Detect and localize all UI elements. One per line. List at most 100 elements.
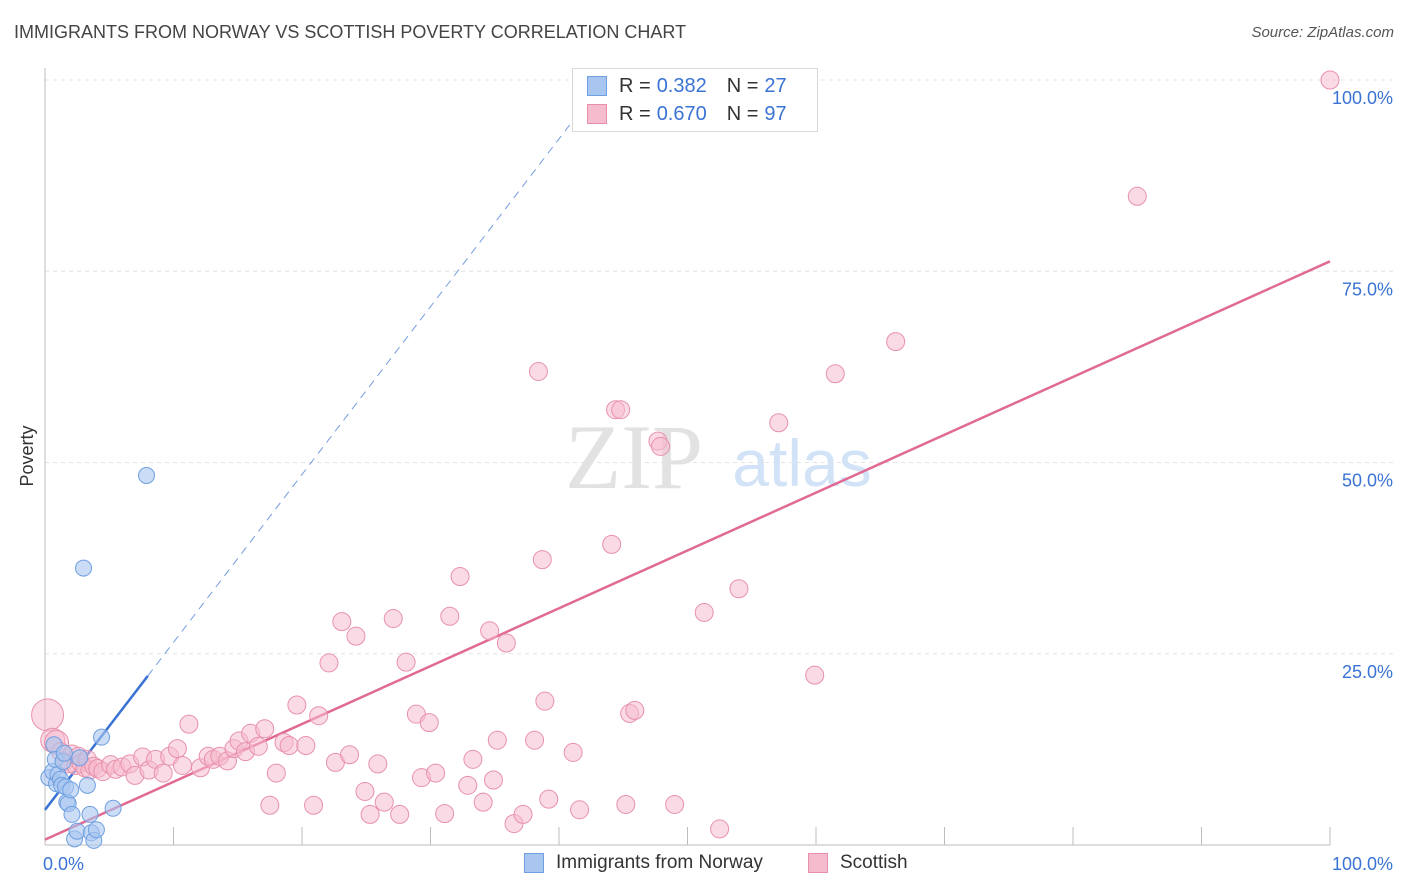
scottish-point <box>279 736 299 756</box>
legend-row-scottish: R = 0.670 N = 97 <box>587 101 787 127</box>
scottish-point <box>396 652 416 672</box>
scottish-point <box>346 626 366 646</box>
scottish-point <box>625 700 645 720</box>
scottish-point <box>480 621 500 641</box>
y-tick-label: 25.0% <box>1342 662 1393 682</box>
scottish-point <box>805 665 825 685</box>
norway-point <box>63 805 81 823</box>
scottish-point <box>602 534 622 554</box>
scottish-point <box>426 763 446 783</box>
scottish-point <box>513 804 533 824</box>
scottish-point <box>319 653 339 673</box>
y-tick-label: 75.0% <box>1342 279 1393 299</box>
scottish-point <box>440 606 460 626</box>
watermark: ZIP atlas <box>565 406 872 508</box>
scottish-point <box>332 612 352 632</box>
norway-point <box>93 728 111 746</box>
scottish-point <box>266 763 286 783</box>
scottish-point <box>487 730 507 750</box>
legend-item-scottish: Scottish <box>808 852 908 874</box>
r-label: R = <box>619 102 651 125</box>
source-label: Source: ZipAtlas.com <box>1251 24 1394 41</box>
scottish-point <box>611 400 631 420</box>
scottish-point <box>710 819 730 839</box>
scottish-point <box>528 361 548 381</box>
scottish-point <box>450 566 470 586</box>
norway-point <box>138 467 156 485</box>
x-tick-label: 0.0% <box>43 854 84 874</box>
norway-point <box>104 799 122 817</box>
scottish-point <box>532 550 552 570</box>
r-value: 0.670 <box>656 102 707 125</box>
norway-point <box>75 559 93 577</box>
scottish-point <box>1127 186 1147 206</box>
norway-legend-swatch <box>524 853 544 873</box>
scottish-point <box>886 332 906 352</box>
norway-swatch <box>587 76 607 96</box>
legend-item-norway: Immigrants from Norway <box>524 852 763 874</box>
norway-point <box>71 749 89 767</box>
legend-label-norway: Immigrants from Norway <box>556 852 763 873</box>
gridlines <box>45 79 1395 655</box>
scottish-point <box>496 633 516 653</box>
scottish-point <box>340 745 360 765</box>
watermark-atlas: atlas <box>732 426 871 500</box>
scottish-point <box>729 579 749 599</box>
tick-labels: 25.0% 50.0% 75.0% 100.0% 0.0% 100.0% <box>43 88 1393 874</box>
n-label: N = <box>726 102 759 125</box>
watermark-zip: ZIP <box>565 406 703 508</box>
scottish-point <box>390 804 410 824</box>
scottish-point <box>473 792 493 812</box>
scottish-point <box>458 775 478 795</box>
scottish-point <box>435 804 455 824</box>
scottish-point <box>825 364 845 384</box>
scottish-point <box>179 714 199 734</box>
scottish-point <box>296 736 316 756</box>
scottish-swatch <box>587 104 607 124</box>
scottish-point <box>368 754 388 774</box>
scottish-point <box>360 804 380 824</box>
scottish-point <box>419 713 439 733</box>
legend-row-norway: R = 0.382 N = 27 <box>587 73 787 99</box>
scottish-point <box>309 706 329 726</box>
scottish-point <box>563 742 583 762</box>
norway-point <box>68 822 86 840</box>
correlation-legend: R = 0.382 N = 27 R = 0.670 N = 97 <box>572 68 818 132</box>
scottish-point <box>769 413 789 433</box>
scottish-point <box>525 730 545 750</box>
norway-point <box>81 805 99 823</box>
norway-point <box>87 821 105 839</box>
chart-title: IMMIGRANTS FROM NORWAY VS SCOTTISH POVER… <box>14 22 687 42</box>
scottish-point <box>570 800 590 820</box>
scottish-point <box>374 792 394 812</box>
scottish-point <box>167 739 187 759</box>
scottish-point <box>31 698 65 732</box>
norway-point <box>55 744 73 762</box>
scottish-legend-swatch <box>808 853 828 873</box>
scottish-point <box>304 795 324 815</box>
y-tick-label: 100.0% <box>1332 88 1393 108</box>
scottish-point <box>355 781 375 801</box>
scottish-point <box>260 795 280 815</box>
norway-trend-extension <box>147 121 573 677</box>
scottish-point <box>483 770 503 790</box>
scottish-point <box>463 749 483 769</box>
r-label: R = <box>619 74 651 97</box>
scottish-point <box>665 794 685 814</box>
y-axis-label: Poverty <box>17 425 37 486</box>
scottish-point <box>1320 70 1340 90</box>
scottish-point <box>172 755 192 775</box>
norway-point <box>62 781 80 799</box>
n-value: 97 <box>764 102 787 125</box>
scottish-point <box>694 602 714 622</box>
x-tick-label: 100.0% <box>1332 854 1393 874</box>
scottish-point <box>539 789 559 809</box>
scottish-point <box>255 719 275 739</box>
scottish-point <box>153 763 173 783</box>
scottish-point <box>248 736 268 756</box>
y-tick-label: 50.0% <box>1342 471 1393 491</box>
scottish-point <box>287 695 307 715</box>
scottish-point <box>651 436 671 456</box>
n-value: 27 <box>764 74 787 97</box>
